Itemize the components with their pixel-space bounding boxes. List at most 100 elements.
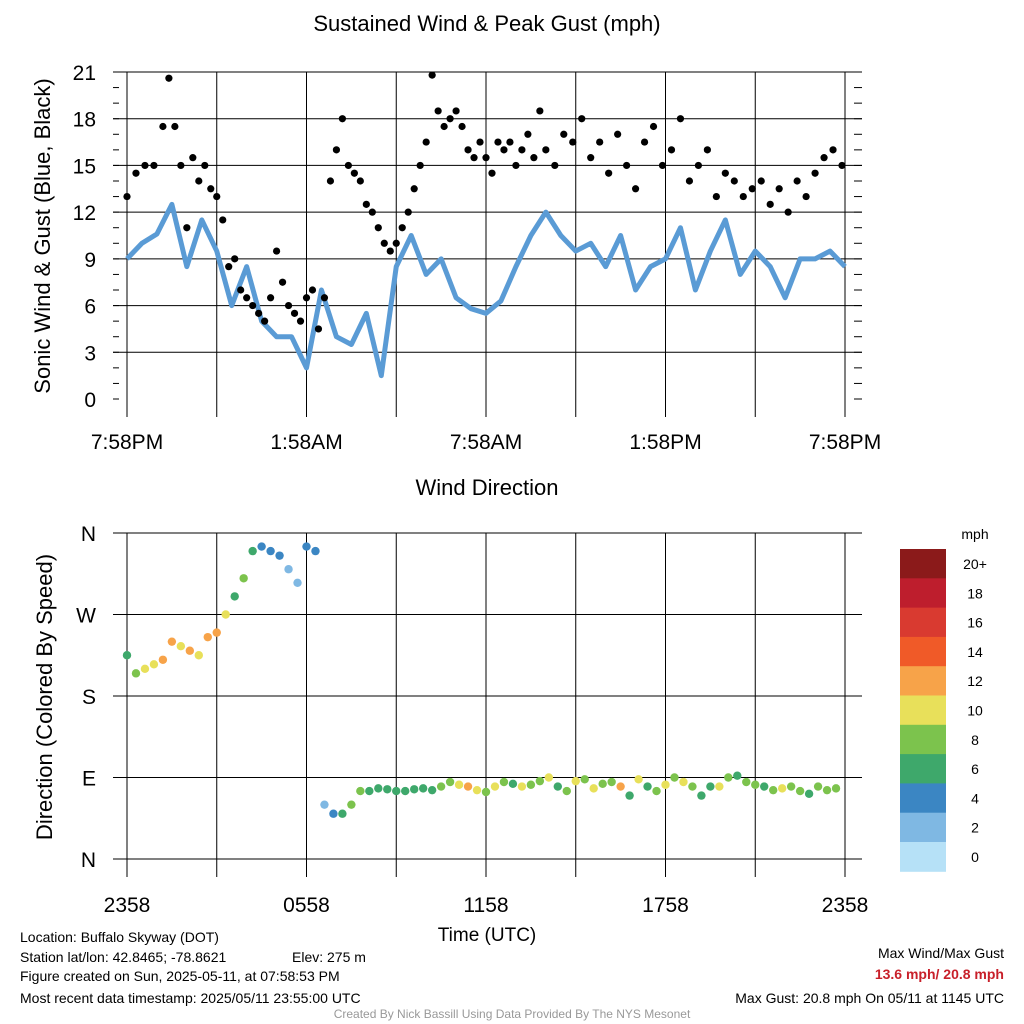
colorbar-cell [900, 783, 946, 814]
colorbar-label: 18 [967, 585, 983, 601]
gust-point [500, 146, 508, 154]
direction-point [742, 777, 751, 787]
gust-point [225, 263, 233, 271]
direction-point [167, 637, 177, 646]
y-axis-title: Direction (Colored By Speed) [32, 554, 57, 840]
direction-point [508, 779, 518, 789]
colorbar-cell [900, 754, 946, 784]
wind-speed-plot: 0 3 6 9 12 15 18 21 7:58PM 1:58AM 7:58AM 1:58PM 7:58… [30, 62, 881, 454]
gust-point [308, 286, 317, 294]
gust-point [344, 161, 352, 170]
gust-point [338, 115, 346, 123]
gust-point [464, 146, 472, 154]
colorbar-label: 12 [967, 673, 983, 689]
gust-point [428, 71, 436, 79]
x-tick-label: 0558 [283, 894, 330, 917]
gust-point [658, 161, 667, 170]
gust-point [488, 169, 496, 177]
direction-point [176, 641, 186, 651]
x-tick-label: 1158 [463, 894, 508, 917]
direction-point [661, 780, 670, 789]
direction-point [769, 785, 778, 795]
gust-point [458, 122, 466, 131]
gust-point [332, 146, 341, 154]
colorbar-label: 2 [971, 820, 979, 836]
direction-point [257, 542, 266, 551]
direction-point [302, 542, 311, 551]
gust-point [320, 294, 329, 302]
gust-point [374, 224, 382, 232]
gust-point [667, 146, 676, 154]
x-tick-label: 1:58PM [629, 431, 701, 454]
y-tick-label: N [81, 523, 96, 546]
gust-point [386, 247, 394, 255]
gust-point [201, 161, 209, 170]
direction-point [383, 785, 392, 794]
direction-point [293, 578, 302, 588]
gust-point [829, 146, 837, 154]
gust-point [380, 239, 388, 247]
gust-point [569, 138, 577, 146]
gust-point [278, 278, 287, 286]
direction-point [733, 771, 742, 780]
direction-point [149, 660, 159, 669]
direction-point [652, 786, 661, 796]
gust-point [177, 161, 185, 170]
direction-point [392, 786, 401, 796]
gust-point [189, 154, 197, 162]
gust-point [542, 146, 550, 154]
y-tick-label: 6 [84, 296, 96, 319]
gust-point [793, 177, 801, 185]
y-tick-label: 15 [73, 155, 96, 178]
x-tick-label: 1:58AM [270, 431, 342, 454]
direction-point [706, 782, 715, 791]
y-tick-label: S [82, 686, 96, 709]
colorbar-title: mph [961, 526, 988, 542]
gust-point [614, 130, 622, 138]
gust-point [434, 107, 442, 115]
gust-point [605, 169, 613, 177]
direction-point [580, 775, 589, 784]
colorbar-cell [900, 578, 946, 609]
gust-point [757, 177, 765, 185]
direction-point [490, 782, 500, 791]
max-wind-values: 13.6 mph/ 20.8 mph [874, 966, 1004, 982]
direction-point [688, 782, 697, 791]
direction-point [634, 775, 643, 784]
colorbar-cell [900, 666, 946, 696]
direction-point [445, 777, 455, 787]
gust-point [476, 138, 484, 146]
gust-point [171, 122, 179, 131]
colorbar-cell [900, 812, 946, 843]
direction-point [275, 551, 284, 560]
direction-point [795, 786, 805, 796]
gust-point [272, 247, 281, 255]
direction-point [472, 785, 482, 795]
colorbar-label: 4 [971, 790, 979, 806]
gust-point [150, 161, 158, 170]
direction-point [436, 782, 446, 791]
direction-point [670, 773, 679, 782]
direction-point [194, 651, 203, 660]
wind-direction-title: Wind Direction [415, 475, 559, 500]
gust-point [802, 192, 810, 201]
gust-point [524, 130, 532, 138]
direction-point [813, 782, 823, 791]
sustained-wind-line [125, 201, 847, 379]
gust-point [350, 169, 358, 177]
gust-point [811, 169, 819, 177]
speed-colorbar: mph 20+ 18 16 14 12 10 8 6 4 2 0 [900, 526, 989, 872]
colorbar-label: 8 [971, 732, 979, 748]
colorbar-label: 14 [967, 644, 983, 660]
x-axis-title: Time (UTC) [438, 925, 537, 946]
y-tick-label: E [82, 768, 96, 791]
gust-point [631, 185, 640, 193]
gust-point [159, 122, 167, 131]
direction-point [365, 786, 374, 796]
colorbar-label: 6 [971, 761, 979, 777]
direction-point [347, 800, 356, 809]
gust-point [596, 138, 604, 146]
direction-point [248, 546, 257, 556]
gust-point [512, 161, 520, 170]
x-tick-label: 7:58PM [809, 431, 881, 454]
